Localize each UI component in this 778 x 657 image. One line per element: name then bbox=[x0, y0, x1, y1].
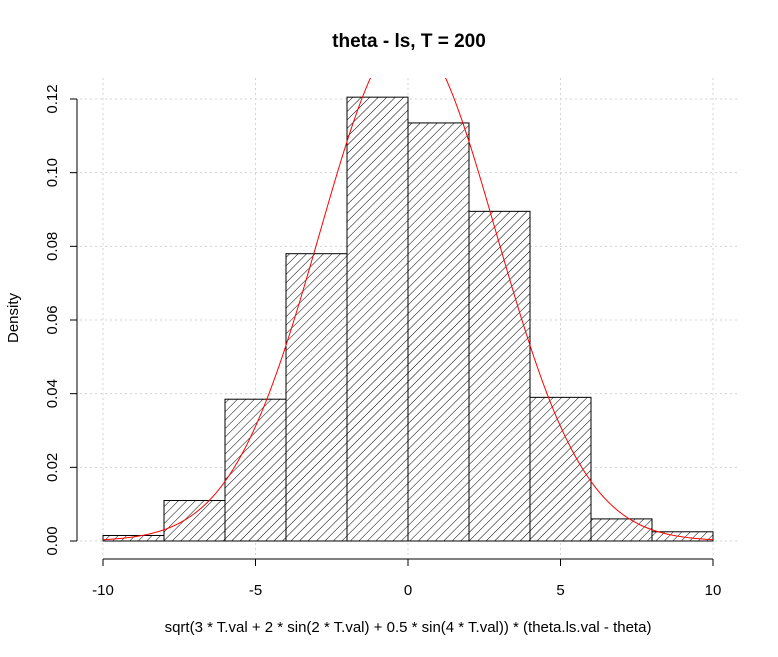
y-tick-label: 0.10 bbox=[44, 158, 61, 187]
histogram-bar bbox=[224, 398, 287, 542]
histogram-bars bbox=[102, 96, 714, 542]
x-tick-label: -5 bbox=[249, 582, 262, 599]
histogram-bar bbox=[529, 396, 592, 542]
histogram-bar bbox=[163, 499, 226, 542]
y-tick-label: 0.04 bbox=[44, 379, 61, 408]
x-tick-label: -10 bbox=[92, 582, 114, 599]
chart-title: theta - ls, T = 200 bbox=[332, 31, 486, 52]
x-tick-label: 10 bbox=[705, 582, 722, 599]
x-tick-label: 0 bbox=[404, 582, 412, 599]
histogram-bar bbox=[102, 534, 165, 542]
y-tick-label: 0.08 bbox=[44, 232, 61, 261]
y-axis-label: Density bbox=[5, 292, 22, 343]
histogram-bar bbox=[407, 122, 470, 542]
x-axis: -10 -5 0 5 10 bbox=[92, 558, 722, 599]
y-axis: 0.00 0.02 0.04 0.06 0.08 0.10 0.12 bbox=[44, 84, 78, 556]
histogram-bar bbox=[468, 210, 531, 542]
density-curve bbox=[102, 78, 714, 541]
y-tick-label: 0.12 bbox=[44, 84, 61, 113]
histogram-bar bbox=[346, 96, 409, 542]
histogram-bar bbox=[590, 518, 653, 542]
x-tick-label: 5 bbox=[556, 582, 564, 599]
y-tick-label: 0.06 bbox=[44, 305, 61, 334]
y-tick-label: 0.02 bbox=[44, 453, 61, 482]
histogram-bar bbox=[285, 253, 348, 542]
x-axis-label: sqrt(3 * T.val + 2 * sin(2 * T.val) + 0.… bbox=[165, 619, 652, 636]
y-tick-label: 0.00 bbox=[44, 526, 61, 555]
